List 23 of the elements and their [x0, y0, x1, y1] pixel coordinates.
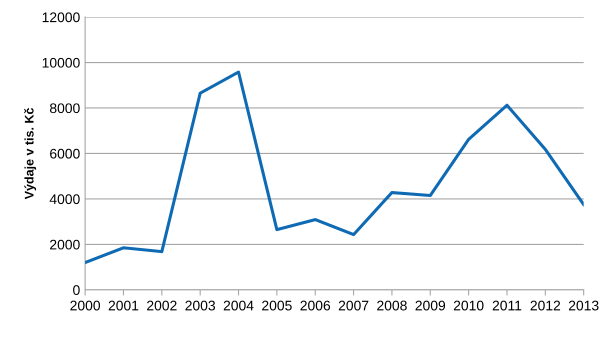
x-tick-label: 2008 — [377, 300, 407, 310]
x-tick-label: 2010 — [454, 300, 484, 310]
x-tick-label: 2013 — [568, 300, 599, 310]
y-tick-label: 6000 — [50, 148, 80, 159]
x-tick-label: 2005 — [262, 300, 292, 310]
x-tick-label: 2001 — [108, 300, 138, 310]
x-tick-label: 2006 — [300, 300, 330, 310]
y-tick-label: 2000 — [50, 240, 80, 250]
y-tick-label: 8000 — [50, 103, 80, 114]
x-tick-label: 2007 — [338, 300, 368, 310]
y-axis-title: Výdaje v tis. Kč — [24, 108, 36, 200]
x-tick-label: 2012 — [530, 300, 560, 310]
x-tick-label: 2009 — [416, 300, 446, 310]
x-tick-label: 2002 — [147, 300, 177, 310]
x-tick-label: 2003 — [185, 300, 216, 310]
line-series — [85, 70, 584, 264]
y-tick-label: 12000 — [42, 12, 80, 22]
x-tick-label: 2011 — [492, 300, 522, 310]
y-tick-label: 10000 — [42, 58, 80, 68]
x-tick-label: 2004 — [224, 300, 254, 310]
y-tick-label: 0 — [73, 285, 80, 296]
y-tick-label: 4000 — [50, 194, 80, 204]
x-tick-label: 2000 — [70, 300, 100, 310]
